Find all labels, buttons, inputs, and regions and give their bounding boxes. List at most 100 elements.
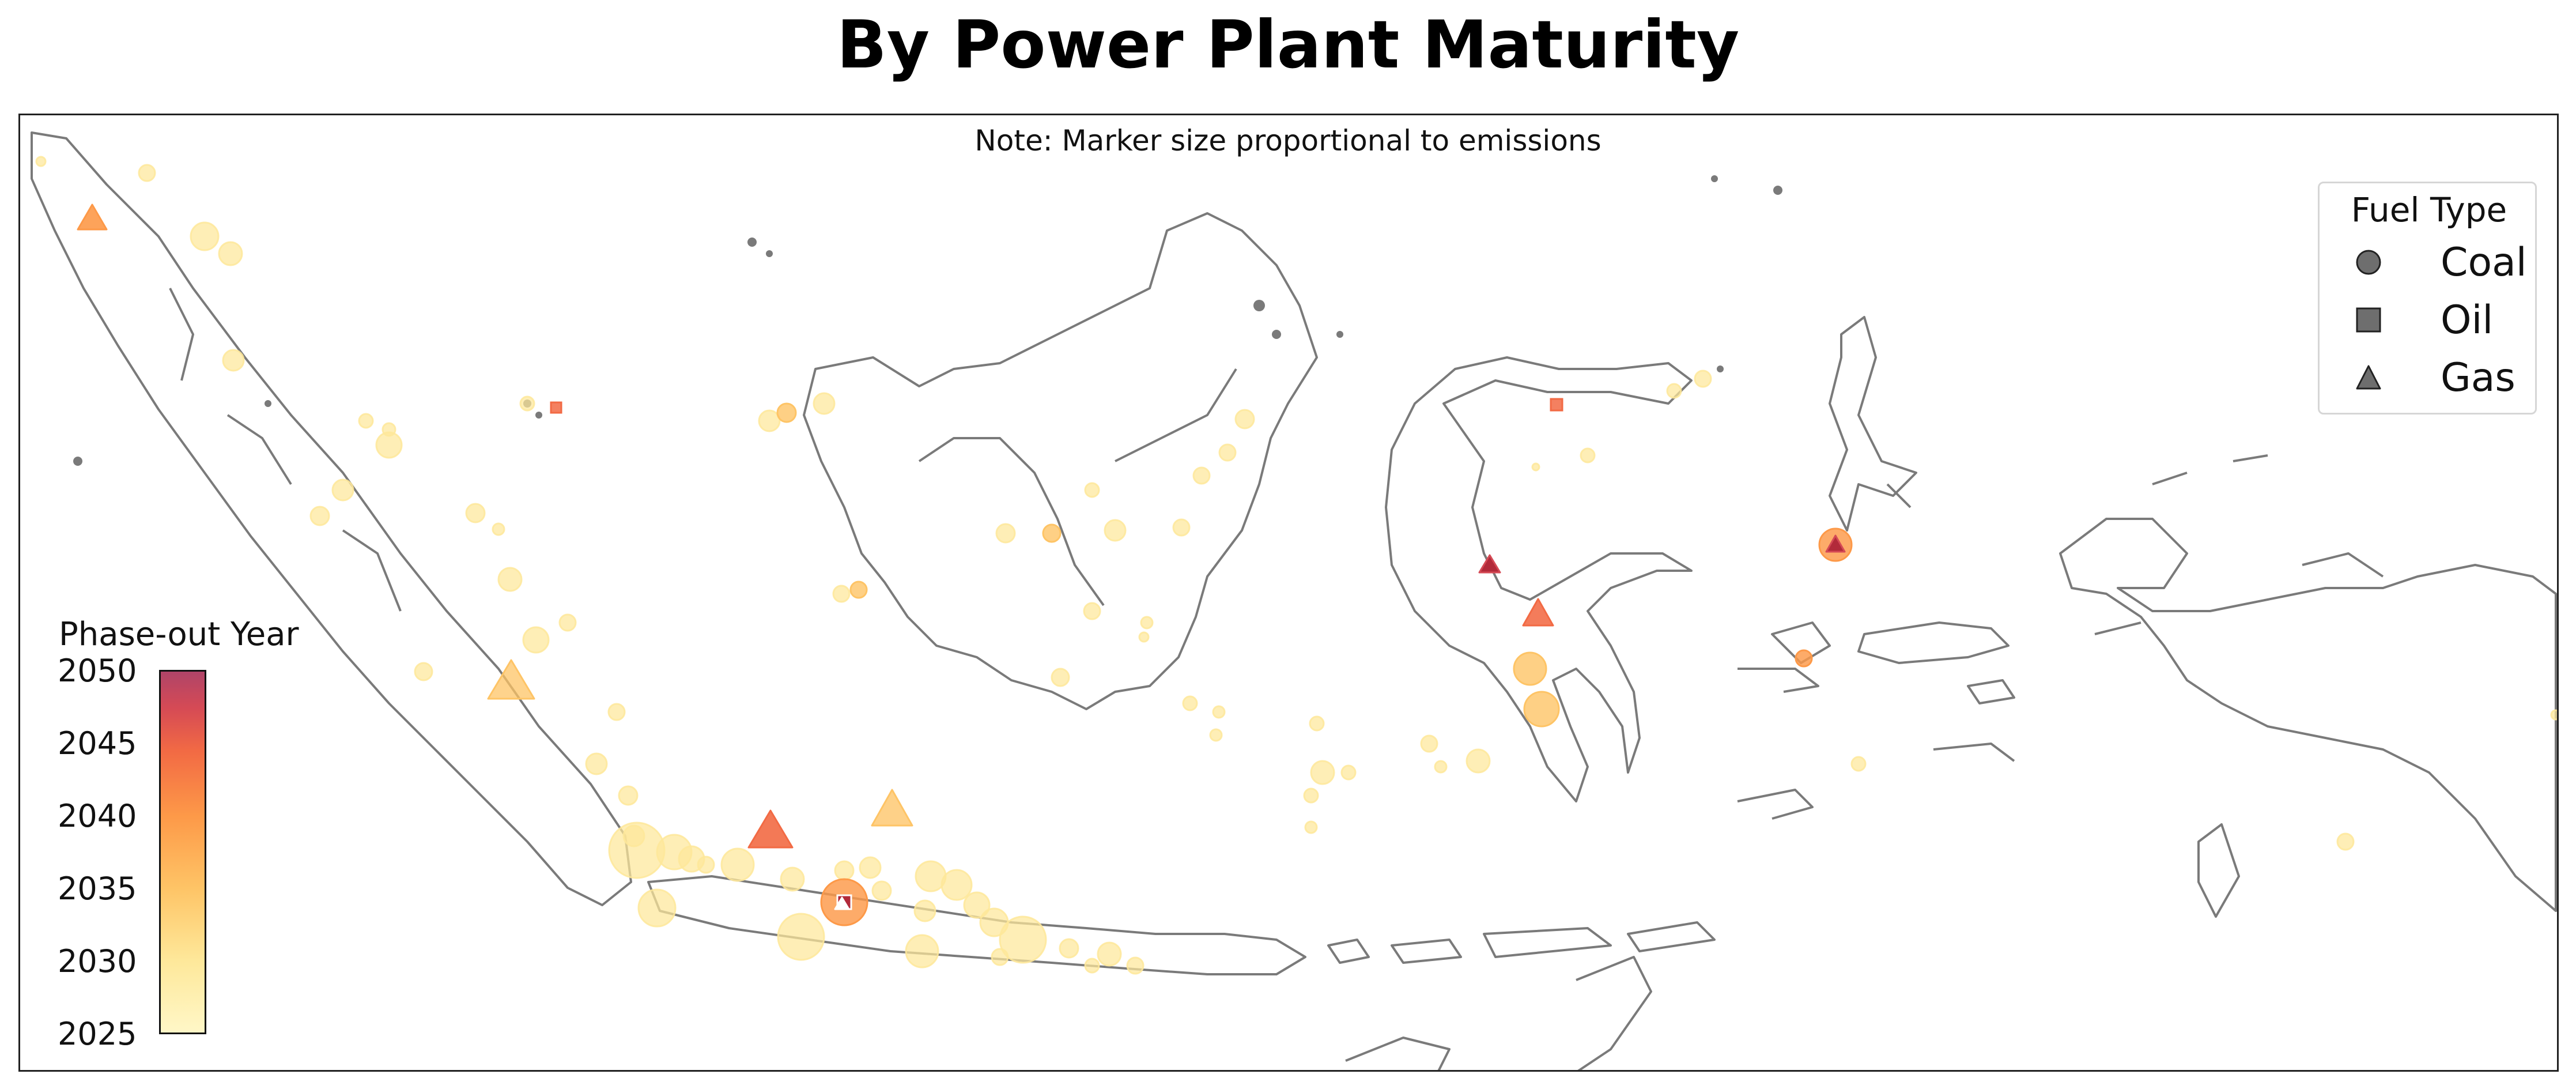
triangle-icon [2356, 365, 2381, 390]
plant-marker [1550, 398, 1563, 412]
plant-marker [1042, 523, 1062, 543]
plant-marker [1182, 695, 1198, 711]
fuel-type-legend: Fuel Type Coal Oil Gas [2318, 182, 2537, 415]
island-sumatra [31, 131, 632, 906]
plant-marker [1434, 760, 1448, 774]
colorbar-tick: 2035 [58, 871, 137, 907]
plant-marker [1140, 616, 1154, 630]
plant-marker [218, 241, 243, 266]
plant-marker [309, 506, 330, 526]
colorbar-tick: 2030 [58, 943, 137, 979]
plant-marker [1083, 602, 1101, 620]
colorbar-tick: 2040 [58, 798, 137, 834]
plant-marker [777, 913, 825, 961]
plant-marker [963, 891, 991, 919]
plant-marker [1303, 787, 1319, 804]
map-note: Note: Marker size proportional to emissi… [975, 124, 1601, 157]
plant-marker [1420, 734, 1438, 753]
plant-marker [2336, 832, 2355, 851]
plant-marker [519, 395, 535, 412]
plant-marker [331, 478, 354, 502]
plant-marker [585, 752, 608, 775]
legend-label: Gas [2441, 355, 2515, 401]
legend-label: Coal [2441, 240, 2527, 285]
square-icon [2356, 307, 2381, 333]
plant-marker [940, 869, 973, 901]
plant-marker [2550, 709, 2557, 721]
plant-marker [492, 522, 505, 536]
colorbar-tick: 2050 [58, 653, 137, 689]
plant-marker [1478, 554, 1501, 574]
plant-marker [1209, 728, 1223, 742]
plant-marker [1212, 705, 1226, 719]
plant-marker [905, 934, 939, 969]
plant-marker [834, 860, 855, 881]
plant-marker [859, 856, 882, 879]
legend-title: Fuel Type [2351, 190, 2507, 229]
plant-marker [1126, 956, 1145, 975]
colorbar-title: Phase-out Year [59, 616, 299, 653]
island-borneo [803, 212, 1318, 710]
legend-label: Oil [2441, 297, 2494, 343]
plant-marker [637, 888, 677, 928]
colorbar-tick: 2045 [58, 725, 137, 762]
plant-marker [1097, 941, 1122, 967]
plant-marker [1825, 534, 1846, 553]
plant-marker [1340, 764, 1357, 781]
plant-marker [1465, 748, 1491, 774]
plant-marker [1795, 649, 1813, 668]
plant-marker [999, 915, 1047, 964]
plant-marker [1084, 482, 1100, 498]
plant-marker [1138, 631, 1150, 643]
plant-marker [1234, 409, 1255, 429]
legend-item-coal: Coal [2320, 236, 2539, 288]
indonesia-map [31, 131, 2557, 1070]
plant-marker [1192, 466, 1211, 485]
plant-marker [747, 809, 794, 849]
plant-marker [375, 431, 403, 459]
plant-marker [1059, 938, 1079, 959]
plant-marker [1513, 651, 1547, 686]
colorbar-tick: 2025 [58, 1016, 137, 1052]
plant-marker [138, 164, 156, 182]
plant-marker [222, 349, 245, 372]
map-frame [18, 114, 2559, 1072]
plant-marker [832, 585, 851, 603]
plant-marker [1580, 447, 1596, 464]
legend-item-oil: Oil [2320, 294, 2539, 346]
plant-marker [1172, 518, 1191, 537]
plant-marker [1104, 519, 1127, 542]
plant-markers [35, 156, 2557, 975]
island-halmahera [1829, 316, 1917, 532]
plant-marker [776, 402, 797, 423]
phase-out-colorbar [159, 670, 206, 1034]
plant-marker [834, 896, 850, 910]
circle-icon [2356, 250, 2381, 275]
plant-marker [1310, 760, 1335, 785]
plant-marker [1304, 820, 1318, 834]
plant-marker [522, 626, 550, 654]
plant-marker [1084, 958, 1100, 974]
plant-marker [77, 204, 108, 231]
plant-marker [780, 866, 805, 892]
plant-marker [871, 789, 913, 827]
plant-marker [1850, 756, 1867, 772]
plant-marker [35, 156, 47, 167]
island-papua [2059, 518, 2557, 912]
plant-marker [849, 581, 868, 599]
plant-marker [1522, 598, 1554, 627]
plant-marker [1218, 443, 1237, 462]
plant-marker [758, 409, 781, 432]
plant-marker [991, 948, 1009, 966]
island-sulawesi [1385, 356, 1693, 802]
plant-marker [550, 401, 562, 414]
plant-marker [813, 392, 836, 415]
plant-marker [607, 703, 626, 721]
plant-marker [414, 662, 433, 681]
plant-marker [1531, 462, 1540, 472]
island-seram [1771, 621, 2015, 704]
plant-marker [487, 659, 535, 700]
plant-marker [558, 613, 577, 632]
plant-marker [1309, 715, 1325, 732]
plant-marker [1051, 668, 1070, 687]
